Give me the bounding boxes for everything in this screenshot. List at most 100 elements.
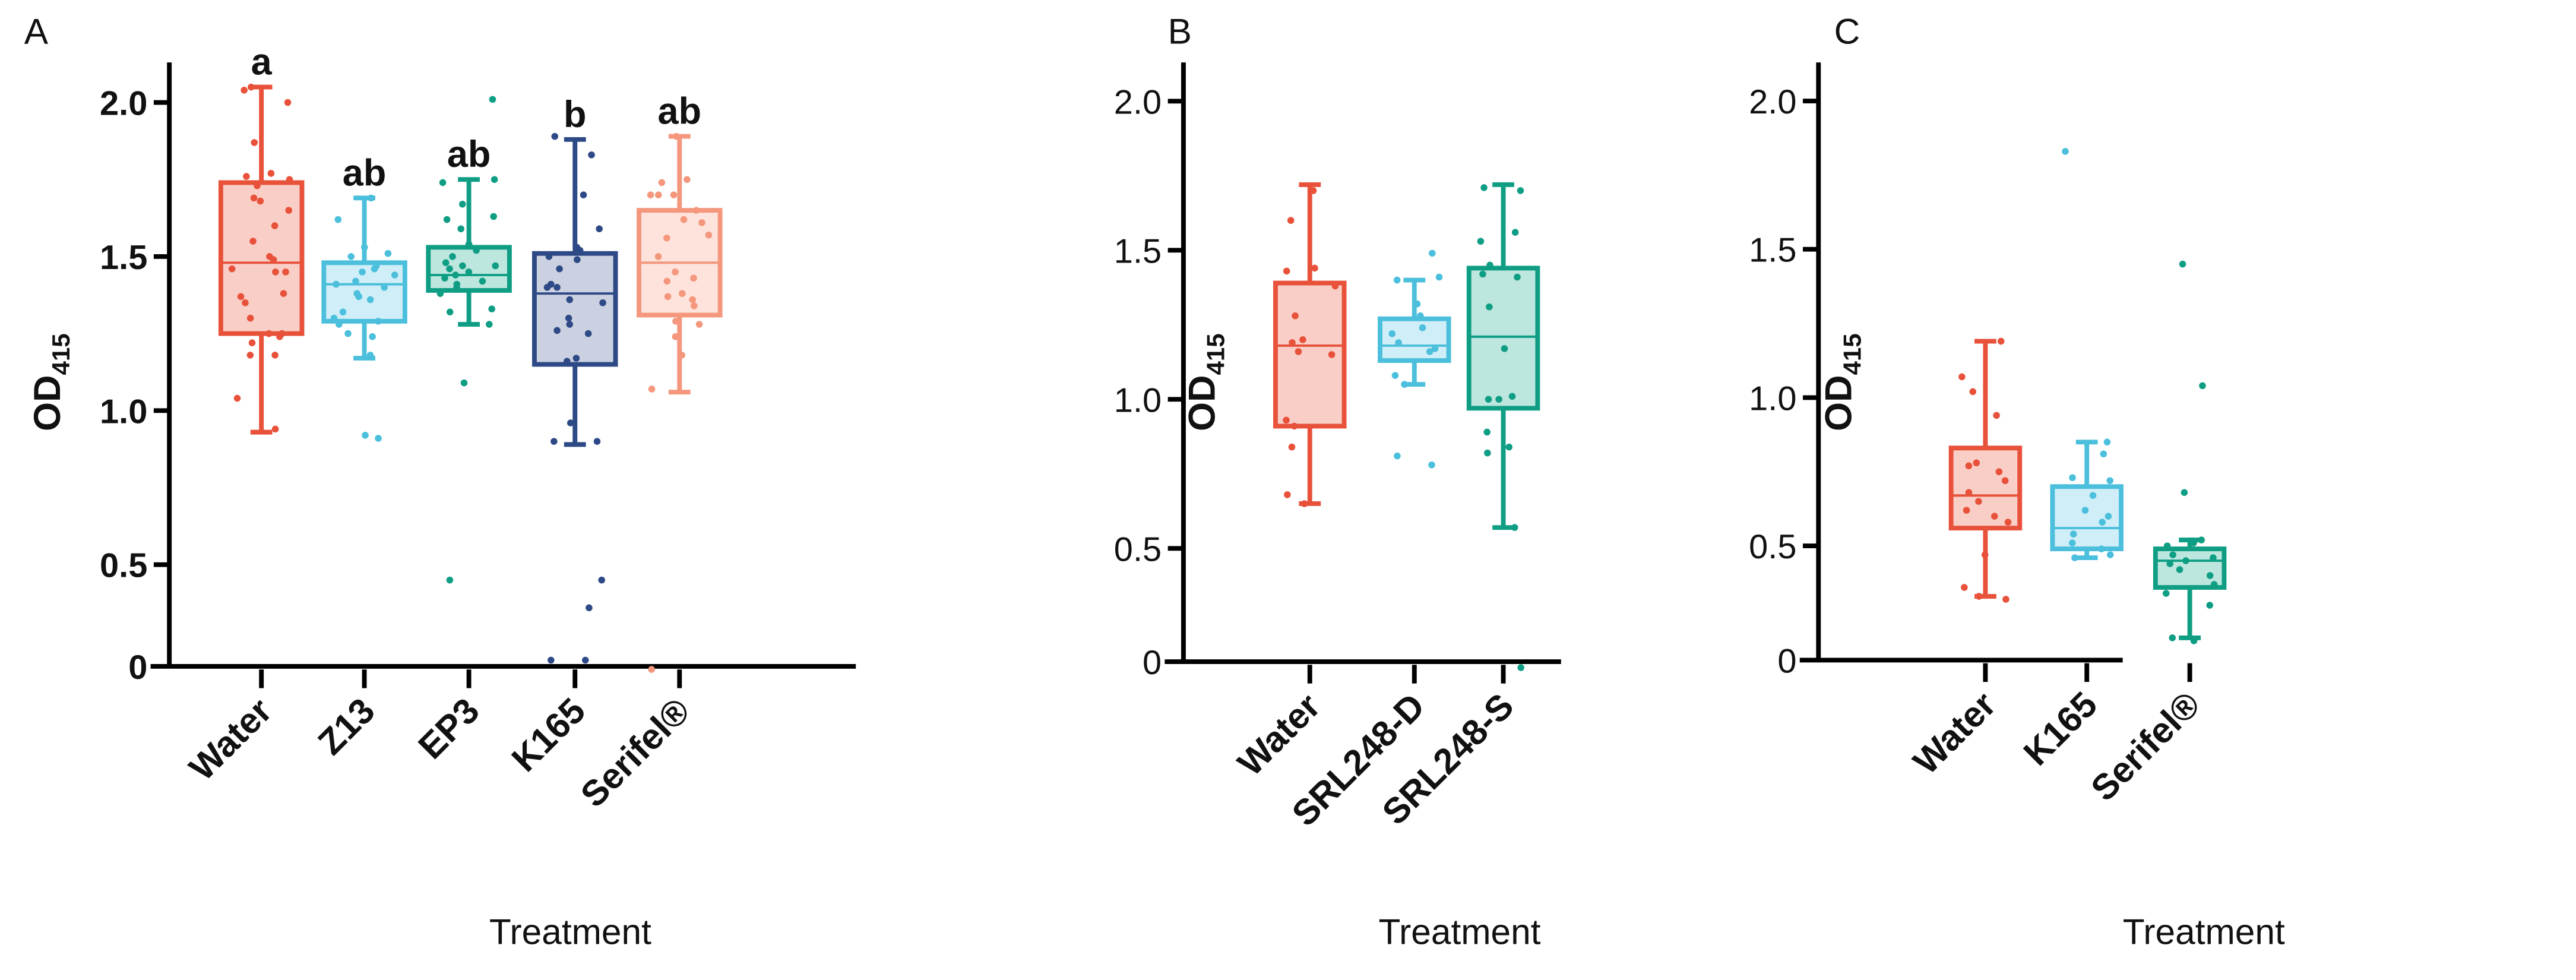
box — [532, 251, 618, 367]
data-point — [1514, 273, 1521, 281]
data-point — [1965, 462, 1973, 470]
data-point — [459, 262, 466, 270]
box-group-0: Water — [1905, 337, 2023, 782]
data-point — [446, 576, 454, 584]
data-point — [1287, 217, 1295, 224]
data-point — [465, 268, 473, 276]
data-point — [2106, 551, 2114, 558]
data-point — [1981, 551, 1989, 558]
data-point — [276, 333, 283, 340]
x-tick-label: Water — [181, 690, 279, 788]
data-point — [1997, 337, 2005, 345]
data-point — [2162, 590, 2170, 597]
data-point — [344, 330, 352, 337]
data-point — [663, 235, 670, 242]
x-tick-label: K165 — [2015, 684, 2105, 773]
data-point — [1511, 524, 1518, 531]
data-point — [442, 259, 450, 267]
data-point — [550, 438, 558, 445]
data-point — [361, 244, 368, 251]
data-point — [436, 290, 444, 297]
x-tick-label: Water — [1905, 684, 2003, 782]
data-point — [371, 265, 378, 273]
data-point — [1993, 412, 2000, 419]
y-tick-label: 2.0 — [100, 85, 147, 123]
data-point — [588, 151, 595, 159]
data-point — [1311, 264, 1318, 272]
data-point — [548, 656, 555, 664]
data-point — [658, 179, 666, 186]
x-tick-label: Water — [1230, 685, 1328, 783]
data-point — [2069, 474, 2076, 482]
x-tick-label: EP3 — [410, 690, 487, 767]
data-point — [272, 268, 279, 276]
significance-letter: ab — [343, 152, 387, 194]
data-point — [1501, 345, 1508, 352]
data-point — [593, 438, 601, 445]
data-point — [1486, 261, 1493, 269]
data-point — [679, 290, 686, 297]
data-point — [271, 352, 279, 359]
data-point — [1485, 396, 1492, 403]
y-tick-label: 0.5 — [1749, 528, 1796, 566]
data-point — [2210, 554, 2217, 561]
data-point — [368, 194, 375, 202]
data-point — [339, 308, 347, 316]
data-point — [2099, 519, 2106, 526]
data-point — [2071, 554, 2078, 561]
data-point — [599, 299, 606, 306]
data-point — [1283, 416, 1290, 424]
y-tick-label: 1.0 — [1114, 381, 1162, 419]
data-point — [441, 274, 448, 282]
data-point — [375, 435, 382, 442]
data-point — [2103, 438, 2111, 446]
data-point — [556, 265, 563, 273]
data-point — [695, 321, 703, 328]
data-point — [1428, 461, 1435, 469]
data-point — [391, 271, 398, 279]
data-point — [2169, 634, 2176, 641]
data-point — [240, 87, 248, 94]
data-point — [545, 253, 553, 260]
data-point — [1969, 388, 1977, 396]
data-point — [1288, 443, 1296, 451]
data-point — [683, 176, 691, 184]
data-point — [254, 182, 261, 189]
data-point — [490, 176, 498, 184]
data-point — [352, 277, 359, 285]
x-tick-label: K165 — [504, 690, 593, 779]
data-point — [284, 99, 292, 106]
panel-label: C — [1834, 11, 1860, 52]
data-point — [543, 284, 551, 291]
data-point — [655, 191, 662, 198]
data-point — [2098, 545, 2105, 552]
box-group-0: Water — [1230, 182, 1347, 783]
data-point — [246, 314, 254, 322]
panel-label: B — [1168, 11, 1192, 52]
data-point — [369, 333, 376, 340]
data-point — [1435, 273, 1443, 281]
data-point — [233, 394, 241, 402]
data-point — [598, 576, 606, 584]
data-point — [1284, 491, 1291, 498]
data-point — [1505, 443, 1513, 451]
data-point — [586, 604, 593, 612]
data-point — [672, 318, 679, 325]
data-point — [492, 262, 499, 270]
data-point — [2001, 477, 2009, 485]
data-point — [551, 132, 559, 140]
y-axis-label-main: OD — [27, 375, 68, 431]
data-point — [564, 358, 571, 365]
data-point — [2190, 637, 2198, 644]
y-tick-label: 1.5 — [100, 239, 147, 277]
data-point — [2206, 572, 2214, 579]
data-point — [580, 191, 587, 198]
y-axis-label-subscript: 415 — [47, 333, 75, 375]
data-point — [1309, 187, 1317, 194]
y-axis-label-subscript: 415 — [1201, 333, 1229, 375]
data-point — [2004, 519, 2012, 526]
data-point — [248, 83, 255, 91]
data-point — [672, 268, 679, 276]
significance-letter: a — [251, 42, 273, 83]
